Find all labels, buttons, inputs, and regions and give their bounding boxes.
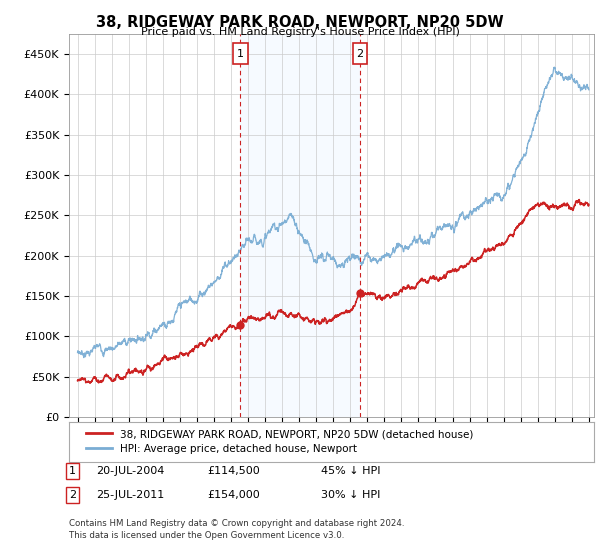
Text: 25-JUL-2011: 25-JUL-2011 [96,490,164,500]
Text: Price paid vs. HM Land Registry's House Price Index (HPI): Price paid vs. HM Land Registry's House … [140,27,460,38]
FancyBboxPatch shape [233,43,248,64]
Text: 2: 2 [356,49,364,59]
Text: 1: 1 [69,466,76,476]
Text: 30% ↓ HPI: 30% ↓ HPI [321,490,380,500]
Text: 38, RIDGEWAY PARK ROAD, NEWPORT, NP20 5DW: 38, RIDGEWAY PARK ROAD, NEWPORT, NP20 5D… [96,15,504,30]
Text: £154,000: £154,000 [207,490,260,500]
Text: 2: 2 [69,490,76,500]
Text: 45% ↓ HPI: 45% ↓ HPI [321,466,380,476]
Text: 20-JUL-2004: 20-JUL-2004 [96,466,164,476]
Bar [241,34,360,417]
Text: Contains HM Land Registry data © Crown copyright and database right 2024.
This d: Contains HM Land Registry data © Crown c… [69,519,404,540]
Text: £114,500: £114,500 [207,466,260,476]
Legend: 38, RIDGEWAY PARK ROAD, NEWPORT, NP20 5DW (detached house), HPI: Average price, : 38, RIDGEWAY PARK ROAD, NEWPORT, NP20 5D… [79,423,480,461]
Text: 1: 1 [237,49,244,59]
FancyBboxPatch shape [353,43,367,64]
